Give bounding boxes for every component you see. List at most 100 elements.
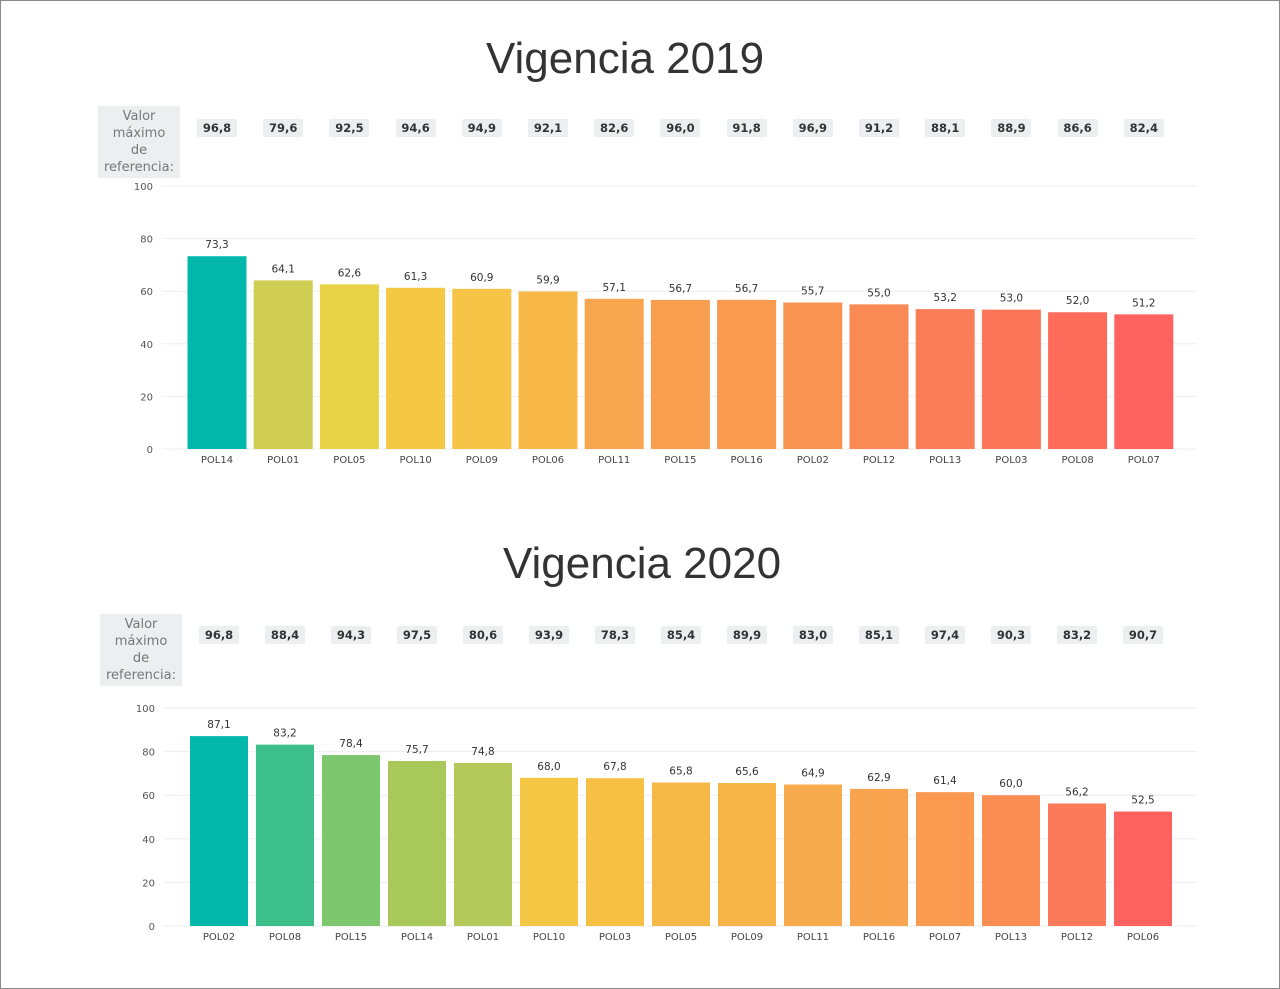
- bar-pol11: [784, 784, 842, 926]
- reference-value-badge: 83,2: [1057, 626, 1097, 644]
- y-tick-label: 20: [140, 392, 153, 403]
- y-tick-label: 0: [147, 445, 153, 456]
- x-tick-label: POL03: [599, 932, 631, 943]
- data-label: 52,5: [1131, 795, 1154, 807]
- reference-value-badge: 90,7: [1123, 626, 1163, 644]
- chart-title-2020: Vigencia 2020: [502, 539, 782, 588]
- reference-label-line2: de referencia:: [105, 651, 177, 683]
- data-label: 64,1: [272, 263, 295, 275]
- data-label: 68,0: [537, 761, 560, 773]
- y-tick-label: 60: [140, 287, 153, 298]
- bar-pol05: [319, 284, 379, 449]
- data-label: 73,3: [205, 239, 228, 251]
- y-tick-label: 100: [134, 182, 153, 193]
- bar-pol12: [849, 304, 909, 449]
- data-label: 65,6: [735, 766, 759, 778]
- x-tick-label: POL13: [995, 932, 1027, 943]
- data-label: 53,0: [1000, 293, 1023, 305]
- data-label: 56,2: [1065, 786, 1088, 798]
- reference-label-2019: Valor máximo de referencia:: [98, 106, 180, 178]
- reference-label-line1: Valor máximo: [112, 109, 166, 141]
- reference-value-badge: 96,8: [199, 626, 239, 644]
- bar-pol11: [584, 298, 644, 449]
- bar-pol06: [518, 291, 578, 449]
- bar-pol01: [253, 280, 313, 449]
- x-tick-label: POL01: [467, 932, 499, 943]
- reference-value-badge: 91,2: [859, 119, 899, 137]
- x-tick-label: POL08: [269, 932, 301, 943]
- x-tick-label: POL16: [863, 932, 895, 943]
- data-label: 53,2: [934, 292, 957, 304]
- reference-value-badge: 78,3: [595, 626, 635, 644]
- data-label: 78,4: [339, 738, 363, 750]
- y-tick-label: 20: [142, 878, 155, 889]
- x-tick-label: POL10: [533, 932, 565, 943]
- x-tick-label: POL05: [665, 932, 697, 943]
- data-label: 64,9: [801, 768, 824, 780]
- reference-value-badge: 90,3: [991, 626, 1031, 644]
- bar-pol16: [717, 299, 777, 449]
- bar-pol07: [916, 792, 974, 926]
- reference-value-badge: 88,4: [265, 626, 305, 644]
- data-label: 62,9: [867, 772, 890, 784]
- y-tick-label: 40: [140, 340, 153, 351]
- data-label: 57,1: [603, 282, 626, 294]
- reference-value-badge: 88,9: [991, 119, 1032, 137]
- reference-value-badge: 82,4: [1123, 119, 1164, 137]
- reference-value-badge: 92,5: [329, 119, 370, 137]
- x-tick-label: POL05: [333, 455, 365, 466]
- y-tick-label: 80: [142, 748, 155, 759]
- y-tick-label: 80: [140, 235, 153, 246]
- data-label: 56,7: [735, 283, 758, 295]
- reference-label-2020: Valor máximo de referencia:: [100, 614, 182, 686]
- reference-value-badge: 91,8: [726, 119, 767, 137]
- bar-pol14: [388, 760, 446, 926]
- data-label: 55,7: [801, 286, 824, 298]
- x-tick-label: POL03: [995, 455, 1027, 466]
- bar-pol15: [322, 755, 380, 926]
- y-tick-label: 100: [136, 704, 155, 715]
- x-tick-label: POL02: [797, 455, 829, 466]
- bar-pol08: [256, 744, 314, 926]
- x-tick-label: POL06: [532, 455, 564, 466]
- y-tick-label: 60: [142, 791, 155, 802]
- bar-chart-2019: 0 20 40 60 80 100 73,3 POL14 64,1 POL01 62,6 POL05 6…: [134, 182, 1197, 466]
- data-label: 61,3: [404, 271, 427, 283]
- x-tick-label: POL10: [399, 455, 431, 466]
- reference-value-badge: 94,3: [331, 626, 371, 644]
- bar-pol10: [520, 777, 578, 926]
- x-tick-label: POL06: [1127, 932, 1159, 943]
- reference-value-badge: 97,5: [397, 626, 437, 644]
- bar-pol13: [915, 309, 975, 449]
- chart-title-2019: Vigencia 2019: [485, 34, 765, 83]
- bar-pol13: [982, 795, 1040, 926]
- x-tick-label: POL11: [598, 455, 630, 466]
- data-label: 67,8: [603, 761, 626, 773]
- x-tick-label: POL01: [267, 455, 299, 466]
- reference-value-badge: 83,0: [793, 626, 833, 644]
- reference-value-badge: 96,9: [792, 119, 833, 137]
- data-label: 60,0: [999, 778, 1022, 790]
- x-tick-label: POL12: [1061, 932, 1093, 943]
- bar-pol02: [190, 736, 248, 926]
- data-label: 55,0: [867, 287, 890, 299]
- reference-value-badge: 94,6: [395, 119, 436, 137]
- y-tick-label: 40: [142, 835, 155, 846]
- data-label: 87,1: [207, 719, 230, 731]
- reference-value-badge: 85,1: [859, 626, 899, 644]
- x-tick-label: POL08: [1061, 455, 1093, 466]
- data-label: 56,7: [669, 283, 692, 295]
- reference-value-badge: 96,8: [197, 119, 237, 137]
- data-label: 74,8: [471, 746, 494, 758]
- bar-pol05: [652, 782, 710, 926]
- bar-pol14: [187, 256, 247, 449]
- bar-pol09: [452, 288, 512, 449]
- reference-value-badge: 86,6: [1057, 119, 1098, 137]
- data-label: 75,7: [405, 744, 428, 756]
- reference-value-badge: 92,1: [528, 119, 568, 137]
- x-tick-label: POL09: [466, 455, 498, 466]
- x-tick-label: POL14: [201, 455, 233, 466]
- bar-pol02: [783, 302, 843, 449]
- bar-pol16: [850, 788, 908, 926]
- reference-value-badge: 88,1: [925, 119, 966, 137]
